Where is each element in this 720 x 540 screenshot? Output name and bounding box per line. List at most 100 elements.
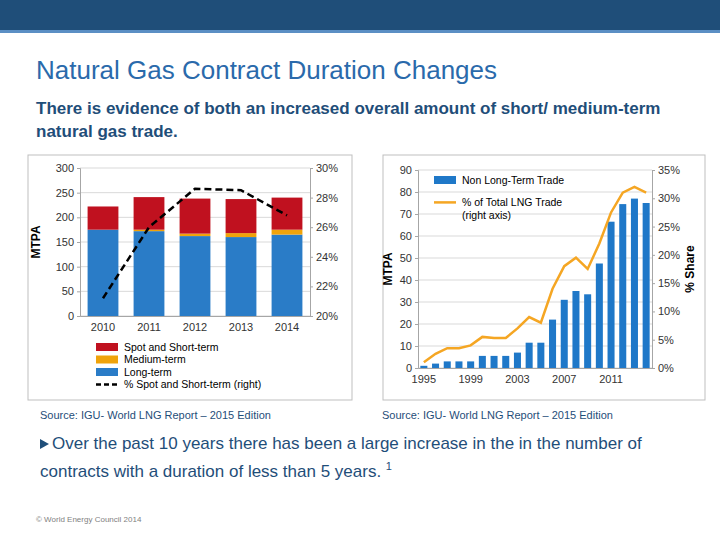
tick-label: 5% xyxy=(658,334,674,346)
tick: 100 xyxy=(56,261,80,273)
bar xyxy=(537,343,544,368)
tick-label: 0% xyxy=(658,362,674,374)
tick: 24% xyxy=(310,251,338,263)
bullet: Over the past 10 years there has been a … xyxy=(40,432,705,483)
tick-label: 20 xyxy=(400,318,412,330)
bar xyxy=(514,353,521,368)
tick-mark xyxy=(310,227,313,228)
legend: Non Long-Term Trade % of Total LNG Trade(… xyxy=(434,174,564,221)
legend-swatch xyxy=(96,368,118,376)
footnote-ref: 1 xyxy=(386,460,392,472)
tick-mark xyxy=(415,302,418,303)
grid-line xyxy=(418,324,652,325)
tick: 2012 xyxy=(183,316,207,333)
tick-mark xyxy=(415,346,418,347)
bar xyxy=(584,294,591,368)
tick-mark xyxy=(652,170,655,171)
bar xyxy=(502,356,509,368)
tick: 28% xyxy=(310,192,338,204)
tick-label: 60 xyxy=(400,230,412,242)
tick: 30% xyxy=(310,162,338,174)
legend-label: % Spot and Short-term (right) xyxy=(124,378,261,390)
legend-entry: Non Long-Term Trade xyxy=(434,174,564,186)
tick-mark xyxy=(77,291,80,292)
tick: 80 xyxy=(400,186,418,198)
bar xyxy=(572,291,579,368)
axis-line xyxy=(419,368,653,369)
grid xyxy=(80,168,310,316)
bar xyxy=(180,234,211,236)
grid-line xyxy=(418,346,652,347)
tick-mark xyxy=(77,267,80,268)
legend: Spot and Short-termMedium-termLong-term%… xyxy=(96,341,261,391)
tick-label: 22% xyxy=(316,280,338,292)
footer: © World Energy Council 2014 xyxy=(36,515,141,524)
bar xyxy=(134,230,165,231)
legend-entry: Medium-term xyxy=(96,353,186,365)
bar xyxy=(596,264,603,369)
bar xyxy=(272,235,303,316)
panel xyxy=(383,155,705,400)
tick-label: 50 xyxy=(400,252,412,264)
tick-mark xyxy=(415,368,418,369)
axis-line xyxy=(77,169,81,317)
grid-line xyxy=(418,368,652,369)
plot-area xyxy=(420,187,649,368)
chart-0: 05010015020025030020%22%24%26%28%30%2010… xyxy=(28,155,352,400)
tick-mark xyxy=(310,168,313,169)
tick: 10% xyxy=(652,305,680,317)
tick-label: 30% xyxy=(658,192,680,204)
tick: 250 xyxy=(56,187,80,199)
y2-axis: 0%5%10%15%20%25%30%35% xyxy=(652,164,680,374)
tick: 60 xyxy=(400,230,418,242)
line xyxy=(103,189,287,299)
bar xyxy=(455,361,462,368)
grid-line xyxy=(418,258,652,259)
y-axis-title: MTPA xyxy=(381,252,395,285)
tick-label: 0 xyxy=(68,310,74,322)
tick-label: 40 xyxy=(400,274,412,286)
tick-mark xyxy=(310,286,313,287)
bar xyxy=(479,356,486,368)
tick: 2010 xyxy=(91,316,115,333)
tick-label: 20% xyxy=(658,249,680,261)
tick-label: 10% xyxy=(658,305,680,317)
tick: 200 xyxy=(56,211,80,223)
tick-label: 2012 xyxy=(183,321,207,333)
tick-label: 250 xyxy=(56,187,74,199)
bar xyxy=(88,230,119,316)
grid-line xyxy=(418,280,652,281)
tick: 150 xyxy=(56,236,80,248)
tick: 2007 xyxy=(552,368,576,385)
tick-label: 2007 xyxy=(552,373,576,385)
bar xyxy=(467,361,474,368)
legend-swatch xyxy=(96,356,118,364)
tick-label: 26% xyxy=(316,221,338,233)
tick-mark xyxy=(310,257,313,258)
bar xyxy=(226,233,257,237)
legend-label: Medium-term xyxy=(124,353,186,365)
legend-entry: Spot and Short-term xyxy=(96,341,219,353)
source: Source: IGU- World LNG Report – 2015 Edi… xyxy=(382,409,613,421)
tick: 20% xyxy=(652,249,680,261)
x-axis: 20102011201220132014 xyxy=(81,316,311,333)
legend-label: Non Long-Term Trade xyxy=(462,174,564,186)
tick: 10 xyxy=(400,340,418,352)
legend-entry: % of Total LNG Trade(right axis) xyxy=(434,196,562,221)
tick: 0% xyxy=(652,362,674,374)
y-axis: 050100150200250300 xyxy=(56,162,81,322)
legend-swatch xyxy=(434,201,456,204)
tick-label: 2003 xyxy=(505,373,529,385)
tick: 2013 xyxy=(229,316,253,333)
tick-label: 20% xyxy=(316,310,338,322)
tick-mark xyxy=(652,340,655,341)
grid-line xyxy=(418,214,652,215)
x-axis: 19951999200320072011 xyxy=(412,368,653,385)
tick-mark xyxy=(652,198,655,199)
bullet-text: Over the past 10 years there has been a … xyxy=(40,434,642,481)
tick-mark xyxy=(652,255,655,256)
tick: 5% xyxy=(652,334,674,346)
bar xyxy=(526,343,533,368)
tick: 50 xyxy=(62,285,80,297)
subtitle: There is evidence of both an increased o… xyxy=(36,97,666,143)
